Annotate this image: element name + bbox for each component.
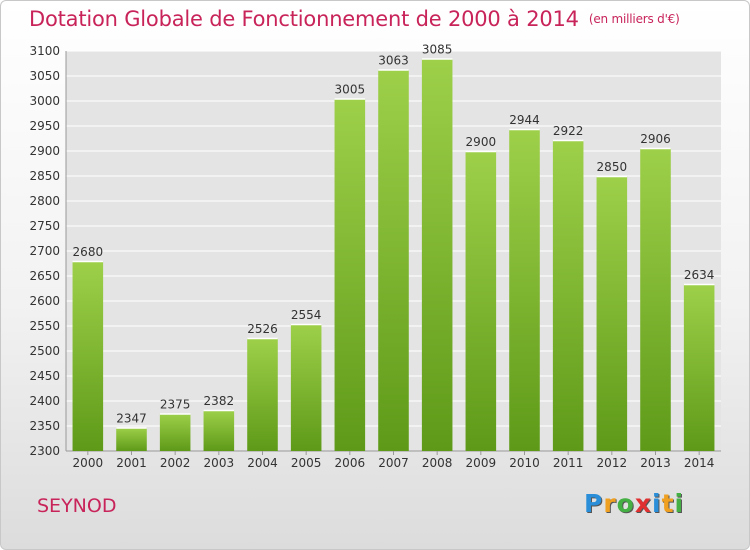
- bar: [378, 69, 409, 451]
- x-tick-label: 2013: [640, 456, 671, 470]
- logo-letter: i: [652, 489, 662, 518]
- chart-title: Dotation Globale de Fonctionnement de 20…: [29, 7, 680, 31]
- y-tick-label: 2700: [29, 244, 60, 258]
- x-tick-label: 2012: [597, 456, 628, 470]
- x-tick-label: 2006: [335, 456, 366, 470]
- y-tick-label: 3050: [29, 69, 60, 83]
- logo-letter: o: [616, 489, 635, 518]
- bar: [116, 427, 147, 451]
- x-tick-label: 2003: [204, 456, 235, 470]
- logo-letter: r: [603, 489, 617, 518]
- bar-value-label: 2922: [553, 124, 584, 138]
- y-tick-label: 2650: [29, 269, 60, 283]
- bar-value-label: 3085: [422, 43, 453, 57]
- logo-letter: t: [661, 489, 675, 518]
- bar-value-label: 2906: [640, 132, 671, 146]
- bar-value-label: 2944: [509, 113, 540, 127]
- y-tick-label: 2600: [29, 294, 60, 308]
- x-tick-label: 2005: [291, 456, 322, 470]
- x-tick-label: 2010: [509, 456, 540, 470]
- bar: [159, 413, 191, 451]
- y-tick-label: 2500: [29, 344, 60, 358]
- bar: [552, 140, 584, 451]
- logo-letter: P: [584, 489, 604, 518]
- bar-value-label: 2634: [684, 268, 715, 282]
- y-tick-label: 3100: [29, 44, 60, 58]
- y-tick-label: 2750: [29, 219, 60, 233]
- y-tick-label: 2900: [29, 144, 60, 158]
- bar: [421, 58, 453, 451]
- bar-value-label: 2382: [204, 394, 235, 408]
- y-tick-label: 2550: [29, 319, 60, 333]
- x-tick-label: 2004: [247, 456, 278, 470]
- bar: [465, 151, 497, 451]
- bar: [247, 338, 278, 451]
- y-tick-label: 2400: [29, 394, 60, 408]
- x-tick-label: 2011: [553, 456, 584, 470]
- bar: [290, 324, 322, 451]
- bar-value-label: 2347: [116, 412, 147, 426]
- bar: [683, 284, 715, 451]
- bar-value-label: 2850: [597, 160, 628, 174]
- bar: [640, 148, 671, 451]
- bar: [509, 129, 540, 451]
- proxiti-logo: Proxiti: [584, 489, 684, 518]
- y-tick-label: 2300: [29, 444, 60, 458]
- y-tick-label: 3000: [29, 94, 60, 108]
- bar-value-label: 2554: [291, 308, 322, 322]
- x-tick-label: 2002: [160, 456, 191, 470]
- bar-value-label: 3005: [335, 83, 366, 97]
- bar: [72, 261, 104, 451]
- place-name: SEYNOD: [37, 495, 117, 517]
- chart-unit: (en milliers d'€): [588, 12, 680, 26]
- y-tick-label: 2350: [29, 419, 60, 433]
- bar: [203, 410, 235, 451]
- bar-value-label: 2526: [247, 322, 278, 336]
- logo-letter: x: [634, 489, 652, 518]
- y-tick-label: 2950: [29, 119, 60, 133]
- bar-value-label: 2900: [466, 135, 497, 149]
- x-tick-label: 2001: [116, 456, 147, 470]
- x-tick-label: 2000: [73, 456, 104, 470]
- x-tick-label: 2014: [684, 456, 715, 470]
- bar-value-label: 2680: [73, 245, 104, 259]
- logo-letter: i: [674, 489, 685, 518]
- bar-value-label: 3063: [378, 54, 409, 68]
- y-tick-label: 2850: [29, 169, 60, 183]
- x-tick-label: 2007: [378, 456, 409, 470]
- bar-value-label: 2375: [160, 398, 191, 412]
- x-tick-label: 2008: [422, 456, 453, 470]
- y-tick-label: 2800: [29, 194, 60, 208]
- bar: [334, 98, 366, 451]
- chart-title-text: Dotation Globale de Fonctionnement de 20…: [29, 7, 579, 31]
- y-tick-label: 2450: [29, 369, 60, 383]
- x-tick-label: 2009: [466, 456, 497, 470]
- bar: [596, 176, 628, 451]
